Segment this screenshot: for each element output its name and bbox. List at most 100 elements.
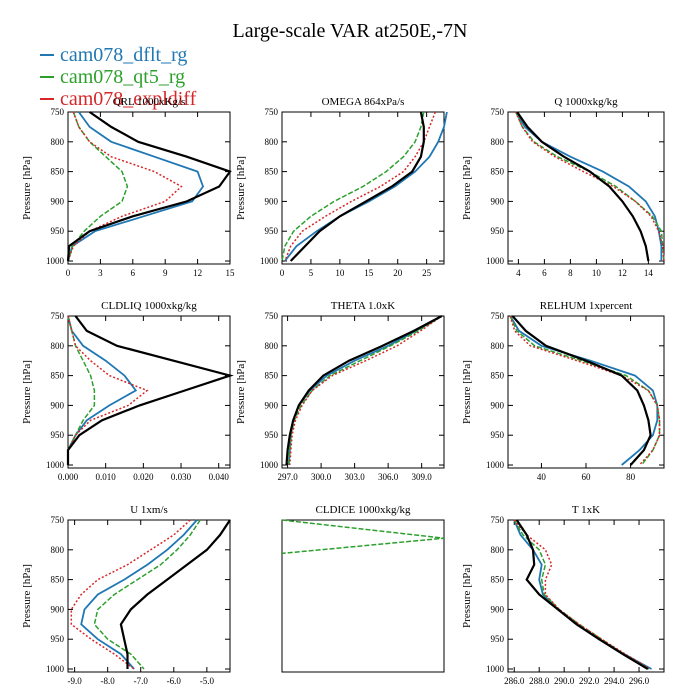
x-tick-label: 0.020 [133, 472, 154, 482]
y-tick-label: 950 [491, 226, 505, 236]
legend-swatch [40, 54, 54, 56]
x-tick-label: 8 [568, 268, 573, 278]
x-tick-label: 6 [542, 268, 547, 278]
panel-title: OMEGA 864xPa/s [322, 96, 405, 108]
y-axis-label: Pressure [hPa] [21, 156, 33, 220]
chart-panel: OMEGA 864xPa/s Pressure [hPa] 750 800 850 900… [235, 96, 448, 278]
y-axis-label: Pressure [hPa] [461, 156, 473, 220]
series-line [289, 315, 443, 466]
y-tick-label: 750 [491, 515, 505, 525]
x-tick-label: 20 [393, 268, 403, 278]
panel-title: T 1xK [572, 504, 600, 516]
y-tick-label: 900 [265, 400, 279, 410]
panel-title: CLDICE 1000xkg/kg [315, 504, 411, 516]
legend-item: cam078_expldiff [40, 88, 196, 110]
x-tick-label: 40 [537, 472, 547, 482]
plot-frame [281, 315, 445, 469]
y-tick-label: 950 [491, 430, 505, 440]
series-line [93, 519, 201, 670]
legend-label: cam078_expldiff [60, 87, 197, 110]
x-tick-label: 12 [618, 268, 627, 278]
y-tick-label: 900 [51, 196, 65, 206]
series-line [513, 519, 651, 670]
y-tick-label: 1000 [46, 664, 65, 674]
y-tick-label: 800 [51, 341, 65, 351]
panel-title: CLDLIQ 1000xkg/kg [101, 300, 197, 312]
plot-frame [67, 519, 231, 673]
y-tick-label: 900 [51, 604, 65, 614]
y-tick-label: 750 [51, 311, 65, 321]
y-tick-label: 800 [265, 341, 279, 351]
y-tick-label: 800 [51, 545, 65, 555]
series-line [67, 111, 129, 262]
x-tick-label: 15 [226, 268, 236, 278]
series-line [513, 519, 652, 670]
series-line [285, 315, 443, 466]
series-line [289, 111, 425, 262]
panel-title: U 1xm/s [130, 504, 168, 516]
y-tick-label: 850 [51, 575, 65, 585]
series-line [284, 111, 448, 262]
series-line [509, 315, 661, 466]
y-tick-label: 900 [491, 196, 505, 206]
y-axis-label: Pressure [hPa] [461, 360, 473, 424]
x-tick-label: 303.0 [344, 472, 365, 482]
chart-panel: QRL 1000xKg/s Pressure [hPa] 750 800 850 900 9… [21, 96, 235, 278]
plot-frame [507, 111, 665, 265]
legend-item: cam078_qt5_rg [40, 66, 196, 88]
y-tick-label: 950 [51, 430, 65, 440]
series-line [281, 111, 425, 262]
y-tick-label: 950 [491, 634, 505, 644]
panel-title: THETA 1.0xK [331, 300, 396, 312]
y-tick-label: 750 [51, 515, 65, 525]
x-tick-label: -6.0 [167, 676, 182, 686]
series-line [66, 111, 232, 262]
legend-swatch [40, 98, 54, 100]
chart-panel: CLDICE 1000xkg/kg [281, 504, 445, 673]
plot-frame [281, 111, 445, 265]
chart-panel: RELHUM 1xpercent Pressure [hPa] 750 800 850 9… [461, 300, 665, 482]
series-line [119, 519, 231, 669]
y-tick-label: 850 [491, 575, 505, 585]
series-line [516, 111, 650, 262]
y-tick-label: 800 [51, 137, 65, 147]
x-tick-label: 5 [309, 268, 314, 278]
x-tick-label: 300.0 [311, 472, 332, 482]
chart-panel: T 1xK Pressure [hPa] 750 800 850 900 950 1000 28… [461, 504, 665, 686]
y-tick-label: 950 [265, 226, 279, 236]
y-tick-label: 1000 [486, 256, 505, 266]
y-tick-label: 900 [265, 196, 279, 206]
y-tick-label: 900 [51, 400, 65, 410]
y-tick-label: 1000 [260, 460, 279, 470]
chart-panel: CLDLIQ 1000xkg/kg Pressure [hPa] 750 800 850… [21, 300, 234, 482]
series-line [281, 519, 445, 555]
series-line [509, 315, 661, 466]
x-tick-label: 0 [66, 268, 71, 278]
series-line [515, 111, 663, 261]
y-tick-label: 950 [51, 226, 65, 236]
y-tick-label: 750 [491, 311, 505, 321]
series-line [70, 519, 191, 670]
legend-label: cam078_dflt_rg [60, 43, 188, 66]
y-tick-label: 850 [51, 167, 65, 177]
series-line [515, 111, 665, 262]
y-tick-label: 1000 [260, 256, 279, 266]
x-tick-label: 306.0 [378, 472, 399, 482]
x-tick-label: 292.0 [579, 676, 600, 686]
y-axis-label: Pressure [hPa] [235, 360, 247, 424]
y-tick-label: 800 [491, 341, 505, 351]
y-tick-label: 950 [265, 430, 279, 440]
chart-panel: U 1xm/s Pressure [hPa] 750 800 850 900 950 1000… [21, 504, 231, 686]
x-tick-label: 6 [131, 268, 136, 278]
x-tick-label: 12 [193, 268, 202, 278]
series-line [80, 519, 198, 670]
x-tick-label: 0.000 [58, 472, 79, 482]
x-tick-label: 288.0 [529, 676, 550, 686]
x-tick-label: 9 [163, 268, 168, 278]
x-tick-label: 296.0 [629, 676, 650, 686]
series-line [67, 111, 205, 262]
y-tick-label: 850 [265, 167, 279, 177]
x-tick-label: -7.0 [134, 676, 149, 686]
x-tick-label: 10 [592, 268, 602, 278]
